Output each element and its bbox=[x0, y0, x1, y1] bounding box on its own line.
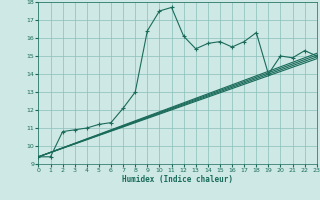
X-axis label: Humidex (Indice chaleur): Humidex (Indice chaleur) bbox=[122, 175, 233, 184]
